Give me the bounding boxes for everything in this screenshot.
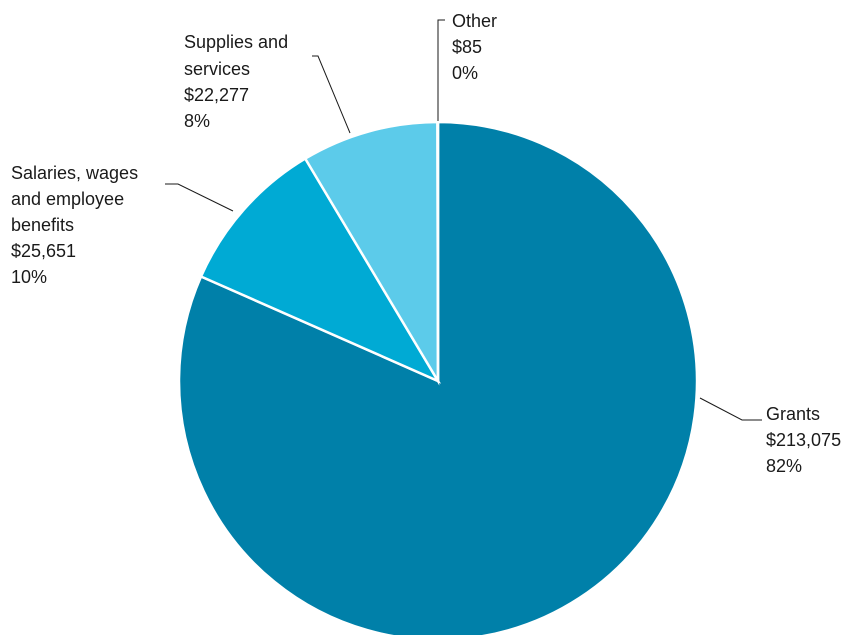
label-salaries: Salaries, wages and employee benefits $2… [11,163,143,287]
label-salaries-percent: 10% [11,267,47,287]
pie-slice-salaries [199,156,442,384]
label-salaries-name-line3: benefits [11,215,74,235]
pie-slice-supplies [303,120,440,386]
label-salaries-name-line1: Salaries, wages [11,163,138,183]
pie-slice-grants [177,120,699,635]
label-supplies-value: $22,277 [184,85,249,105]
leader-line-other [437,19,445,121]
label-salaries-name-line2: and employee [11,189,124,209]
leader-line-supplies [312,55,351,134]
pie-slices [177,120,699,635]
label-other-value: $85 [452,37,482,57]
pie-slice-other [436,120,440,382]
label-other-name: Other [452,11,497,31]
label-supplies-percent: 8% [184,111,210,131]
label-supplies: Supplies and services $22,277 8% [184,32,293,131]
leader-line-salaries [165,183,234,212]
label-grants: Grants $213,075 82% [766,404,846,476]
label-other: Other $85 0% [452,11,502,83]
label-grants-value: $213,075 [766,430,841,450]
label-salaries-value: $25,651 [11,241,76,261]
label-grants-name: Grants [766,404,820,424]
label-grants-percent: 82% [766,456,802,476]
leader-line-grants [699,397,762,421]
label-other-percent: 0% [452,63,478,83]
label-supplies-name-line2: services [184,59,250,79]
label-supplies-name-line1: Supplies and [184,32,288,52]
